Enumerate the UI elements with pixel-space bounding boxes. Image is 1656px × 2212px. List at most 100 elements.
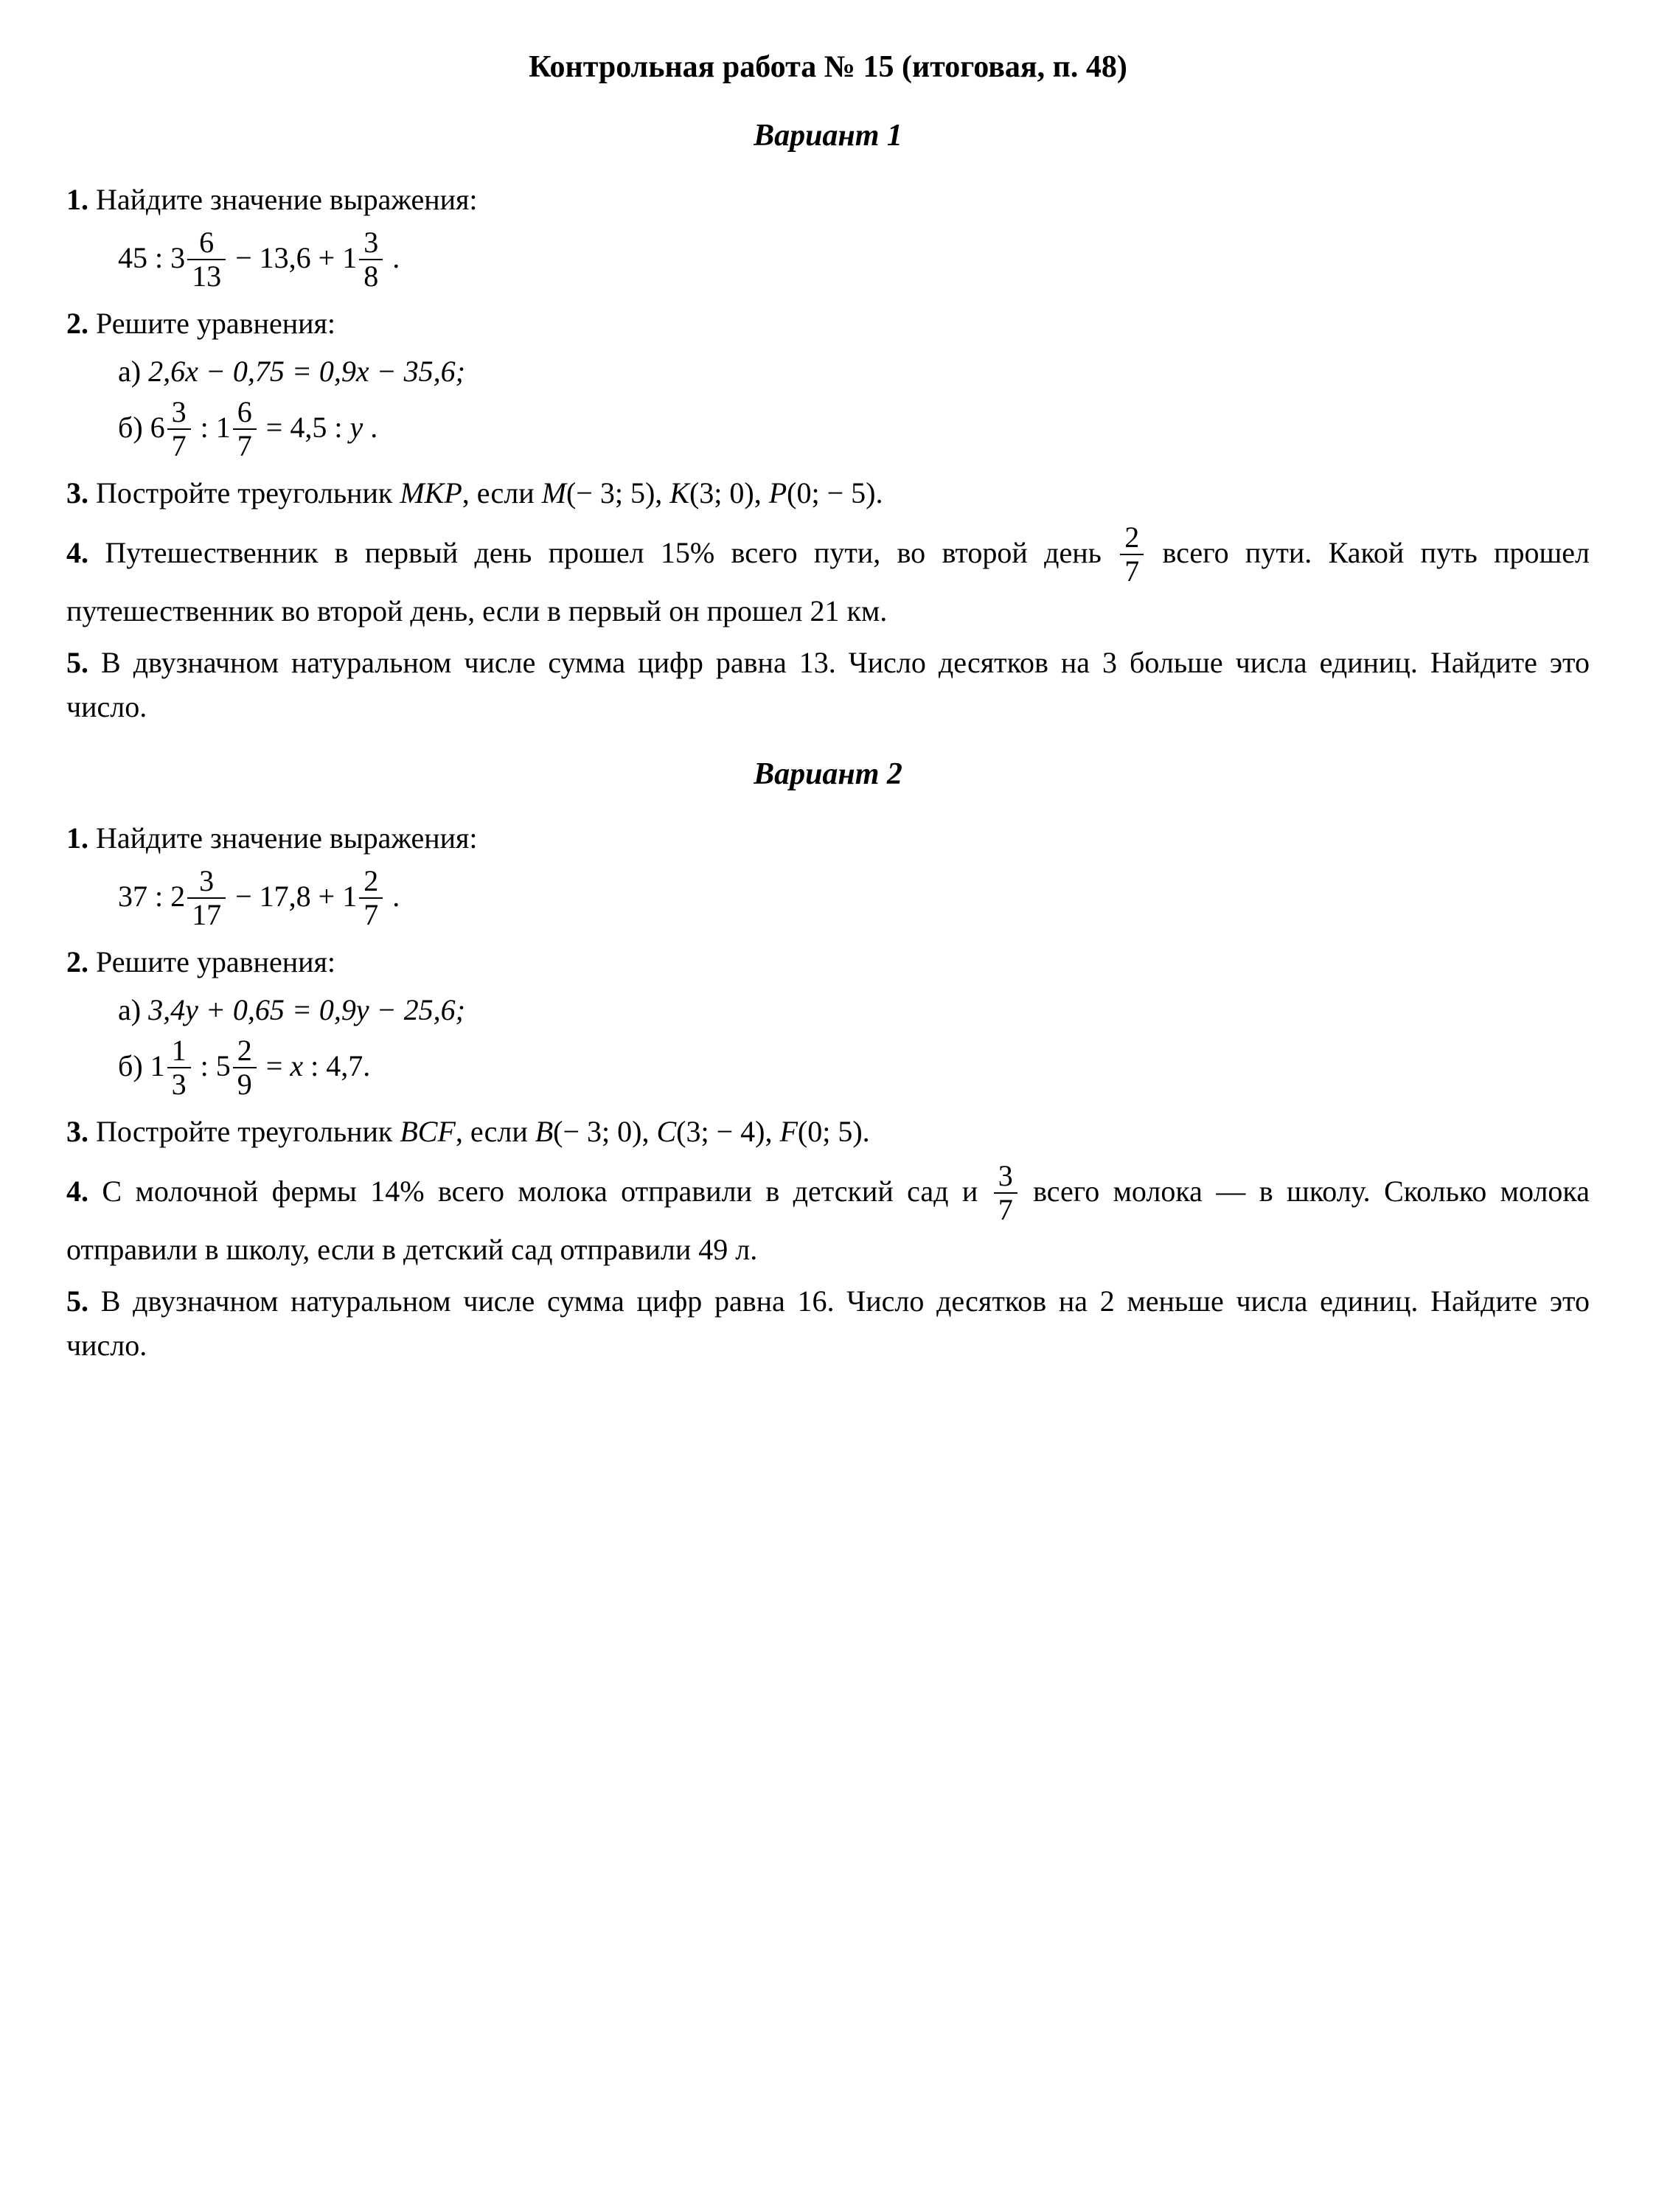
fraction: 317 [187, 865, 226, 931]
denominator: 8 [359, 260, 383, 293]
numerator: 3 [359, 226, 383, 260]
expr-part: : 1 [193, 411, 231, 444]
denominator: 13 [187, 260, 226, 293]
v1-problem4: 4. Путешественник в первый день прошел 1… [66, 523, 1590, 633]
equation-a: а) 2,6x − 0,75 = 0,9x − 35,6; [118, 349, 1590, 394]
point: K [669, 476, 689, 509]
numerator: 2 [1120, 521, 1144, 555]
denominator: 7 [233, 430, 257, 462]
problem-number: 1. [66, 183, 88, 216]
numerator: 2 [359, 865, 383, 899]
problem-number: 2. [66, 945, 88, 978]
expr-part: : 4,7. [303, 1049, 370, 1082]
problem-text: Постройте треугольник [96, 476, 400, 509]
variable: x [290, 1049, 303, 1082]
expr-part: = [259, 1049, 291, 1082]
problem-number: 2. [66, 307, 88, 340]
problem-text: Путешественник в первый день прошел 15% … [105, 536, 1118, 569]
problem-text: Найдите значение выражения: [96, 183, 478, 216]
problem-number: 5. [66, 1284, 88, 1318]
variant1-heading: Вариант 1 [66, 113, 1590, 159]
sub-label: б) [118, 411, 150, 444]
denominator: 7 [1120, 555, 1144, 588]
numerator: 6 [233, 396, 257, 430]
v2-problem1: 1. Найдите значение выражения: 37 : 2317… [66, 816, 1590, 933]
fraction: 37 [167, 396, 191, 462]
variable: y [349, 411, 363, 444]
problem-text: Постройте треугольник [96, 1115, 400, 1148]
equation-a: а) 3,4y + 0,65 = 0,9y − 25,6; [118, 988, 1590, 1032]
coords: (− 3; 5), [566, 476, 669, 509]
v1-problem3: 3. Постройте треугольник MKP, если M(− 3… [66, 471, 1590, 515]
coords: (3; 0), [689, 476, 769, 509]
fraction: 29 [233, 1034, 257, 1101]
v1-problem5: 5. В двузначном натуральном числе сумма … [66, 641, 1590, 729]
fraction: 38 [359, 226, 383, 293]
v1-problem1: 1. Найдите значение выражения: 45 : 3613… [66, 178, 1590, 294]
expr-part: 1 [150, 1049, 165, 1082]
coords: (− 3; 0), [553, 1115, 656, 1148]
denominator: 7 [994, 1194, 1017, 1226]
fraction: 27 [359, 865, 383, 931]
expression: 37 : 2317 − 17,8 + 127 . [118, 866, 1590, 933]
v1-problem2: 2. Решите уравнения: а) 2,6x − 0,75 = 0,… [66, 302, 1590, 464]
v2-problem4: 4. С молочной фермы 14% всего молока отп… [66, 1161, 1590, 1272]
variant2-heading: Вариант 2 [66, 751, 1590, 798]
denominator: 3 [167, 1068, 191, 1101]
problem-number: 5. [66, 646, 88, 679]
expr-part: . [363, 411, 378, 444]
numerator: 1 [167, 1034, 191, 1068]
sub-label: а) [118, 993, 148, 1026]
expr-part: 37 : 2 [118, 880, 185, 913]
fraction: 67 [233, 396, 257, 462]
problem-number: 4. [66, 536, 88, 569]
sub-label: б) [118, 1049, 150, 1082]
equation-b: б) 113 : 529 = x : 4,7. [118, 1036, 1590, 1102]
expr-part: = 4,5 : [259, 411, 350, 444]
fraction: 27 [1120, 521, 1144, 588]
v2-problem3: 3. Постройте треугольник BCF, если B(− 3… [66, 1110, 1590, 1154]
expr-part: . [385, 880, 400, 913]
denominator: 17 [187, 899, 226, 931]
point: F [779, 1115, 797, 1148]
denominator: 9 [233, 1068, 257, 1101]
problem-number: 1. [66, 821, 88, 855]
expr-part: − 17,8 + 1 [228, 880, 357, 913]
denominator: 7 [167, 430, 191, 462]
point: M [542, 476, 566, 509]
equation-body: 2,6x − 0,75 = 0,9x − 35,6; [148, 355, 465, 388]
fraction: 13 [167, 1034, 191, 1101]
expression: 45 : 3613 − 13,6 + 138 . [118, 228, 1590, 294]
problem-text: В двузначном натуральном числе сумма циф… [66, 1284, 1590, 1362]
point: B [535, 1115, 553, 1148]
problem-text: Решите уравнения: [96, 945, 335, 978]
point: C [656, 1115, 676, 1148]
point: P [769, 476, 787, 509]
denominator: 7 [359, 899, 383, 931]
fraction: 37 [994, 1160, 1017, 1226]
coords: (0; 5). [798, 1115, 870, 1148]
problem-text: Найдите значение выражения: [96, 821, 478, 855]
expr-part: 45 : 3 [118, 241, 185, 274]
v2-problem2: 2. Решите уравнения: а) 3,4y + 0,65 = 0,… [66, 940, 1590, 1102]
equation-body: 3,4y + 0,65 = 0,9y − 25,6; [148, 993, 465, 1026]
problem-number: 4. [66, 1175, 88, 1208]
sub-label: а) [118, 355, 148, 388]
problem-text: С молочной фермы 14% всего молока отправ… [102, 1175, 991, 1208]
problem-number: 3. [66, 476, 88, 509]
coords: (0; − 5). [787, 476, 883, 509]
problem-number: 3. [66, 1115, 88, 1148]
expr-part: − 13,6 + 1 [228, 241, 357, 274]
equation-b: б) 637 : 167 = 4,5 : y . [118, 397, 1590, 464]
problem-text: Решите уравнения: [96, 307, 335, 340]
page-title: Контрольная работа № 15 (итоговая, п. 48… [66, 44, 1590, 91]
expr-part: : 5 [193, 1049, 231, 1082]
triangle-name: BCF [400, 1115, 456, 1148]
problem-text: В двузначном натуральном числе сумма циф… [66, 646, 1590, 723]
numerator: 3 [187, 865, 226, 899]
expr-part: 6 [150, 411, 165, 444]
v2-problem5: 5. В двузначном натуральном числе сумма … [66, 1279, 1590, 1368]
triangle-name: MKP [400, 476, 462, 509]
numerator: 3 [994, 1160, 1017, 1194]
numerator: 6 [187, 226, 226, 260]
